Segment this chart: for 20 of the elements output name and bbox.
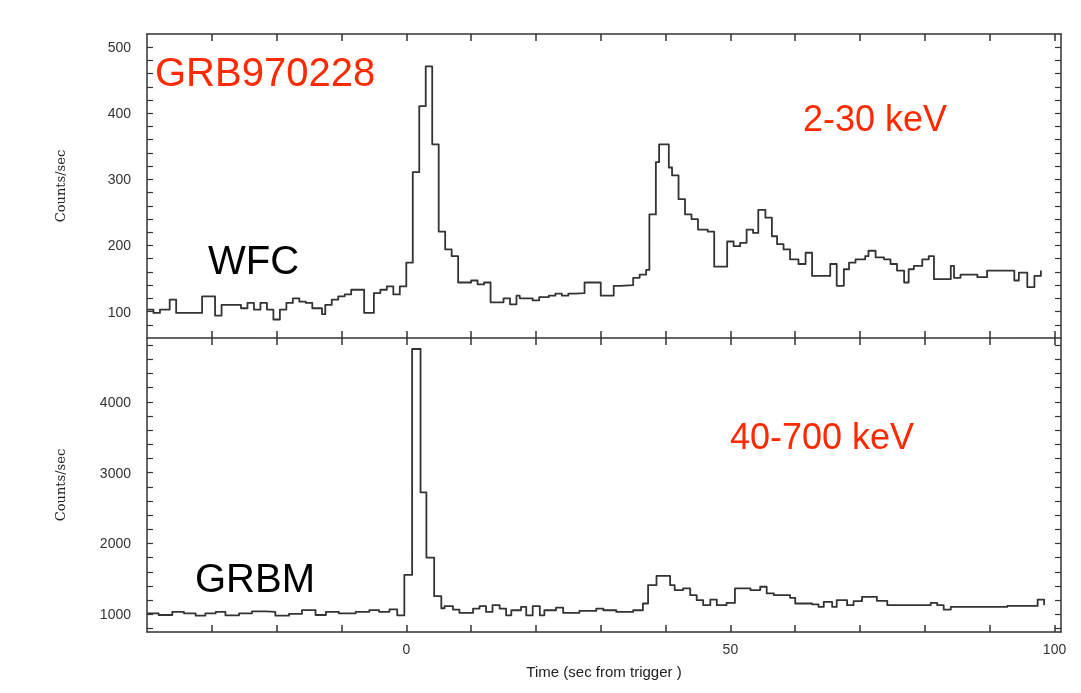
annotation: GRBM — [195, 556, 315, 600]
x-tick-label: 100 — [1042, 641, 1067, 657]
y-tick-label: 2000 — [99, 535, 132, 552]
x-tick-label: 50 — [722, 641, 739, 657]
annotation: 40-700 keV — [730, 415, 915, 457]
x-axis-title: Time (sec from trigger ) — [526, 663, 682, 680]
y-tick-label: 1000 — [99, 606, 132, 623]
annotation: GRB970228 — [155, 50, 376, 94]
y-tick-label: 400 — [107, 105, 132, 122]
y-tick-label: 500 — [107, 39, 132, 56]
x-tick-label: 0 — [402, 641, 411, 657]
y-axis-title: Counts/sec — [53, 448, 68, 522]
annotation: WFC — [208, 238, 300, 282]
annotation: 2-30 keV — [803, 97, 948, 139]
y-tick-label: 3000 — [99, 464, 132, 481]
y-tick-label: 4000 — [99, 393, 132, 410]
y-axis-title: Counts/sec — [53, 149, 68, 223]
y-tick-label: 300 — [107, 171, 132, 188]
y-tick-label: 100 — [107, 303, 132, 320]
y-tick-label: 200 — [107, 237, 132, 254]
